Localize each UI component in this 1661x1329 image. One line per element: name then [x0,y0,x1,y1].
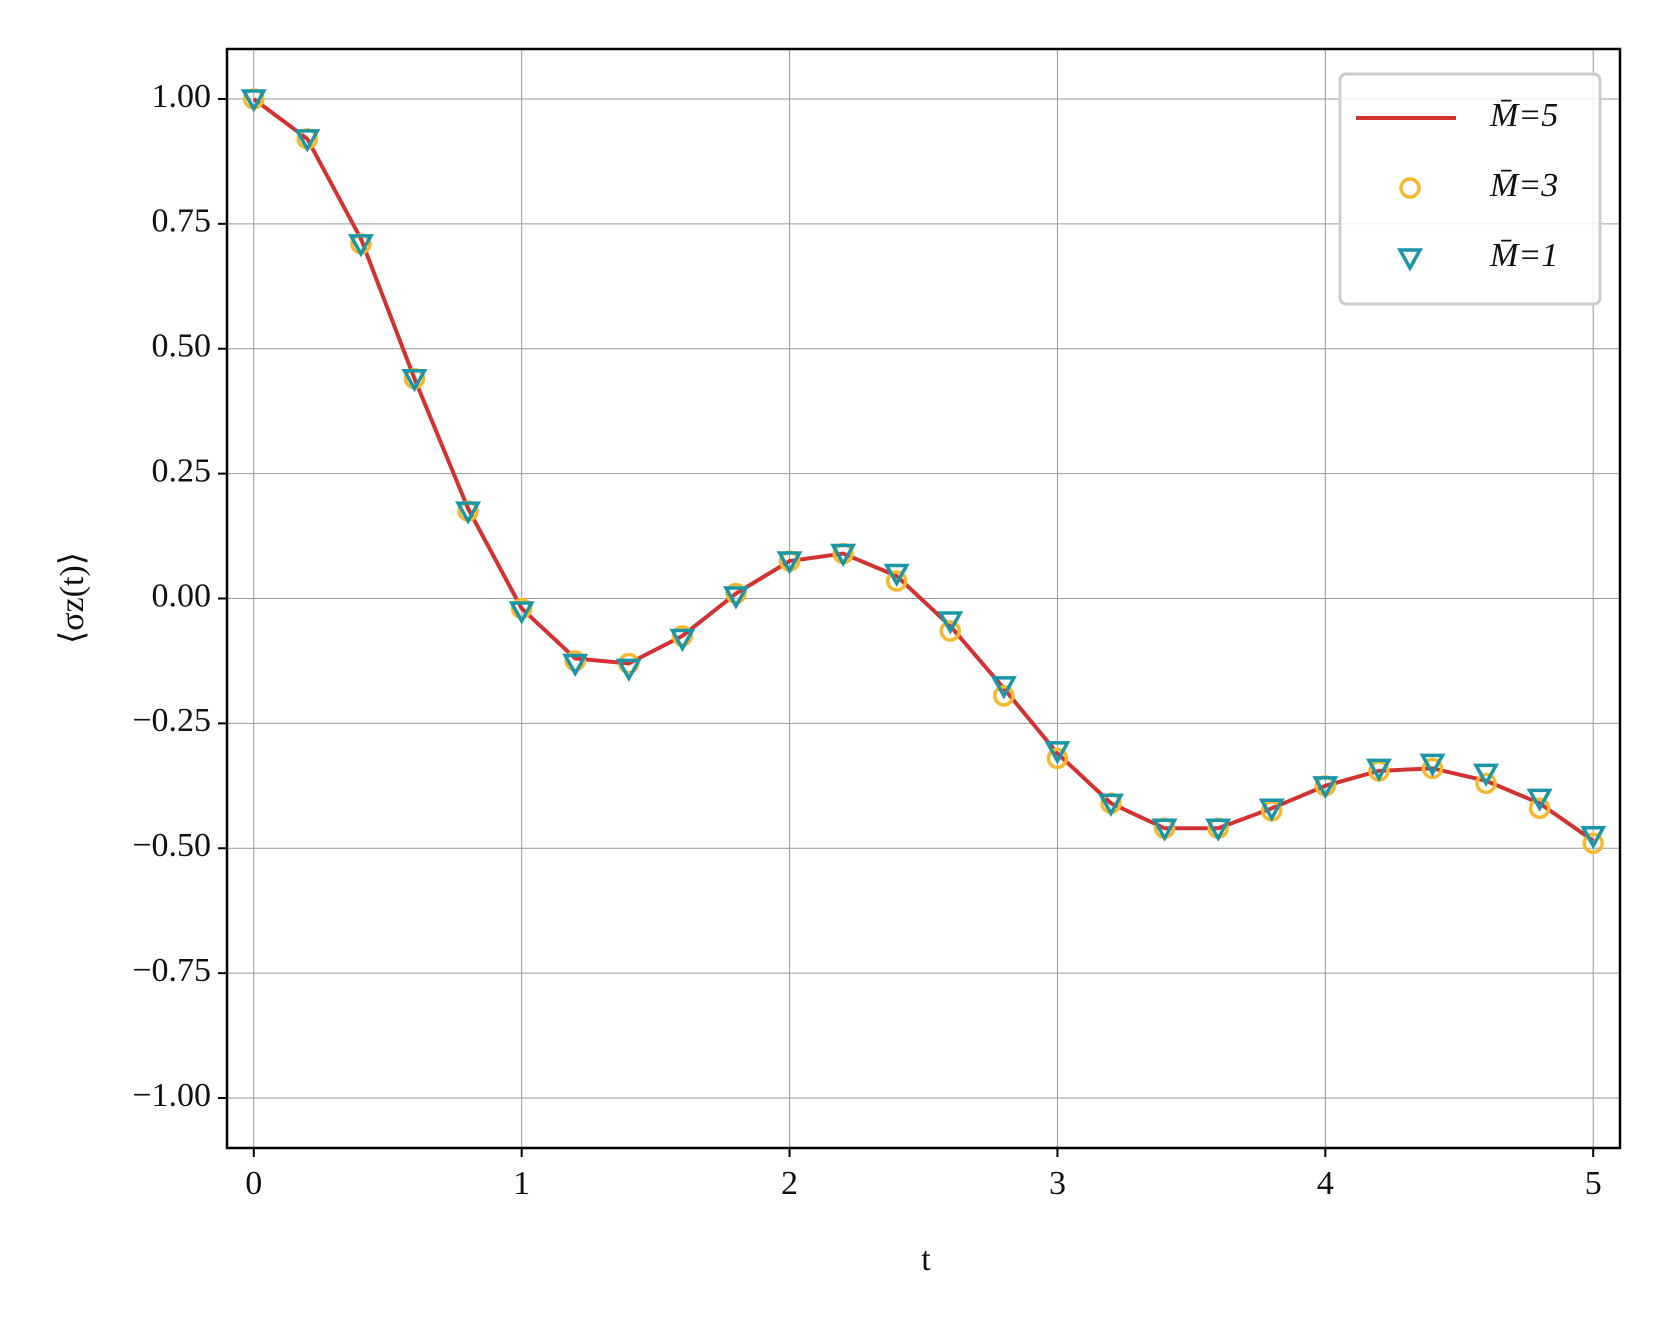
point [240,89,267,113]
legend-box [1338,72,1602,306]
point [455,501,482,525]
x-tick-label: 3 [1049,1165,1066,1202]
point [1365,758,1392,782]
point [562,653,589,678]
point [1312,776,1339,800]
point [885,570,908,592]
y-tick-label: 0.00 [152,577,212,614]
point [993,685,1015,707]
x-tick-label: 5 [1585,1165,1602,1202]
x-tick-label: 0 [245,1165,262,1202]
x-axis-label: t [921,1241,931,1278]
point [615,658,642,683]
point [1473,763,1500,787]
point [883,563,910,588]
plot-frame [225,47,1622,1150]
legend-label: M̄=3 [1489,167,1558,204]
point [401,368,428,393]
point [669,628,696,653]
point [1475,772,1497,795]
y-tick-label: 0.75 [152,203,212,240]
x-tick-label: 4 [1317,1165,1334,1202]
point [723,586,749,610]
legend-label: M̄=5 [1489,97,1558,134]
y-tick-label: 0.25 [152,452,212,489]
y-tick-label: 0.50 [152,328,212,365]
legend-marker [1397,248,1423,272]
y-tick-label: −1.00 [132,1077,211,1114]
point [294,129,321,153]
y-axis-label: ⟨σz(t)⟩ [54,552,91,644]
point [1528,797,1551,820]
point [1046,747,1069,770]
y-tick-label: −0.75 [132,952,211,989]
point [1582,832,1604,855]
point [1258,798,1285,822]
y-tick-label: −0.25 [132,702,211,739]
point [347,234,374,258]
point [1044,741,1071,765]
x-tick-label: 1 [513,1165,530,1202]
point [508,601,535,625]
point [1580,826,1607,850]
y-tick-label: 1.00 [152,78,212,115]
point [939,620,962,642]
point [1098,793,1124,817]
point [1421,757,1444,780]
point [1526,788,1553,812]
point [830,543,857,568]
point [990,676,1017,700]
point [1205,818,1232,842]
point [776,551,803,575]
x-tick-label: 2 [781,1165,798,1202]
point [937,611,964,635]
point [1419,753,1446,777]
y-tick-label: −0.50 [132,827,211,864]
legend-marker [1399,177,1421,199]
legend-label: M̄=1 [1489,237,1558,274]
point [1151,818,1178,842]
